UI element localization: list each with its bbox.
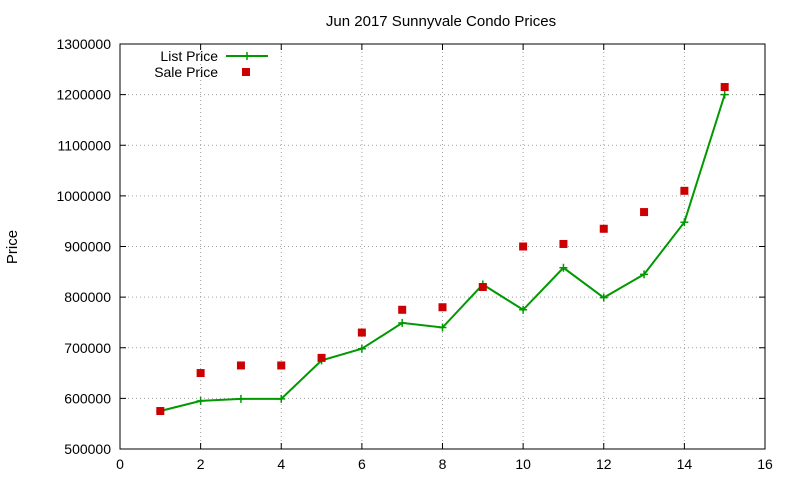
series-1 bbox=[156, 83, 729, 416]
x-tick-label: 2 bbox=[197, 456, 205, 472]
x-tick-label: 6 bbox=[358, 456, 366, 472]
sale-price-point bbox=[156, 407, 165, 416]
sale-price-point bbox=[398, 305, 407, 314]
y-tick-label: 1000000 bbox=[56, 188, 111, 204]
x-tick-label: 8 bbox=[439, 456, 447, 472]
x-tick-label: 10 bbox=[515, 456, 531, 472]
y-tick-label: 700000 bbox=[64, 340, 111, 356]
y-tick-label: 900000 bbox=[64, 239, 111, 255]
x-tick-label: 0 bbox=[116, 456, 124, 472]
y-tick-label: 1300000 bbox=[56, 36, 111, 52]
sale-price-point bbox=[196, 369, 205, 378]
list-price-point bbox=[277, 394, 286, 403]
list-price-point bbox=[438, 323, 447, 332]
list-price-point bbox=[640, 270, 649, 279]
sale-price-point bbox=[277, 361, 286, 370]
x-tick-label: 14 bbox=[677, 456, 693, 472]
sale-price-point bbox=[599, 224, 608, 233]
sale-price-point bbox=[236, 361, 245, 370]
list-price-point bbox=[559, 263, 568, 272]
chart-title: Jun 2017 Sunnyvale Condo Prices bbox=[326, 13, 556, 30]
x-tick-label: 12 bbox=[596, 456, 612, 472]
legend-label: Sale Price bbox=[154, 64, 218, 80]
y-tick-label: 800000 bbox=[64, 289, 111, 305]
axes: 500000 600000 700000 800000 900000 1000000 110… bbox=[56, 36, 773, 472]
sale-price-point bbox=[519, 242, 528, 251]
y-tick-label: 1100000 bbox=[58, 137, 112, 153]
sale-price-point bbox=[478, 283, 487, 291]
legend-square-marker bbox=[242, 68, 250, 76]
list-price-point bbox=[357, 344, 366, 353]
sale-price-point bbox=[317, 353, 326, 362]
list-price-point bbox=[519, 305, 528, 314]
grid bbox=[120, 44, 765, 449]
list-price-point bbox=[236, 394, 245, 403]
list-price-point bbox=[398, 318, 407, 327]
legend-plus-marker bbox=[243, 52, 251, 60]
list-price-point bbox=[599, 293, 608, 302]
series bbox=[156, 83, 729, 416]
sale-price-point bbox=[720, 83, 729, 92]
sale-price-point bbox=[640, 208, 649, 217]
sale-price-point bbox=[357, 328, 366, 337]
list-price-point bbox=[196, 396, 205, 405]
y-tick-label: 600000 bbox=[64, 390, 111, 406]
x-tick-label: 16 bbox=[757, 456, 773, 472]
y-tick-label: 1200000 bbox=[56, 87, 111, 103]
legend-label: List Price bbox=[160, 48, 218, 64]
x-tick-label: 4 bbox=[277, 456, 285, 472]
sale-price-point bbox=[680, 186, 689, 195]
sale-price-point bbox=[559, 239, 568, 248]
y-axis-title: Price bbox=[4, 230, 21, 264]
sale-price-point bbox=[438, 303, 447, 312]
list-price-point bbox=[720, 90, 729, 99]
y-tick-label: 500000 bbox=[64, 441, 111, 457]
list-price-point bbox=[680, 218, 689, 227]
